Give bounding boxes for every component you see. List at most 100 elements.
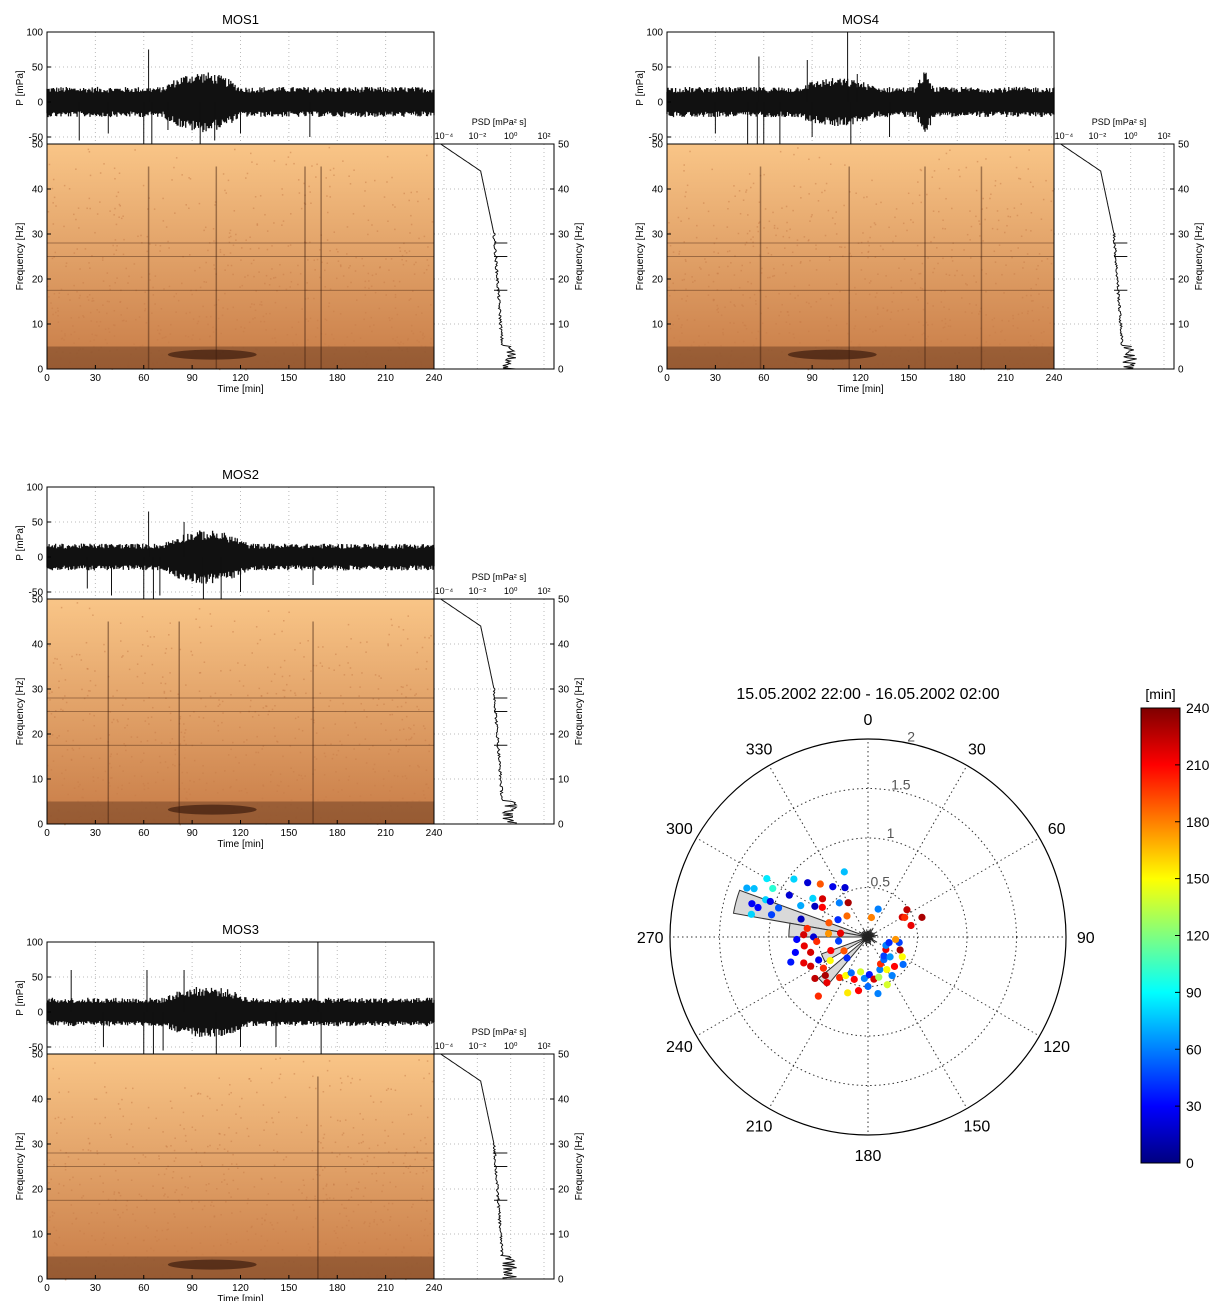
spectrogram-noise: [139, 816, 142, 819]
spectrogram-noise: [323, 343, 326, 345]
spectrogram-noise: [402, 728, 405, 730]
spectrogram-noise: [232, 273, 234, 276]
spectrogram-noise: [190, 1276, 193, 1279]
spectrogram-noise: [255, 626, 258, 628]
spectrogram-noise: [295, 816, 297, 818]
spectrogram-noise: [430, 634, 432, 637]
spectrogram-noise: [58, 810, 60, 812]
spectrogram-noise: [265, 329, 267, 331]
spectrogram-noise: [907, 350, 910, 352]
spectrogram-noise: [297, 716, 300, 718]
spectrogram-noise: [362, 1118, 364, 1120]
spectrogram-noise: [874, 256, 877, 259]
spectrogram-noise: [279, 773, 282, 775]
spectrogram-noise: [91, 333, 93, 336]
spectrogram-noise: [222, 307, 224, 309]
spectrogram-noise: [194, 269, 196, 272]
spectrogram-noise: [728, 250, 731, 252]
spectrogram-noise: [85, 641, 88, 644]
spectrogram-noise: [361, 257, 363, 260]
spectrogram-noise: [171, 1107, 173, 1109]
spectrogram-noise: [281, 630, 283, 633]
spectrogram-noise: [86, 667, 89, 670]
spectrogram-noise: [192, 1207, 194, 1210]
spectrogram-noise: [217, 299, 220, 301]
spectrogram-noise: [294, 649, 296, 651]
polar-data-point: [803, 924, 811, 933]
spectrogram-noise: [276, 741, 279, 743]
psd-ytick-label: 10: [558, 320, 570, 331]
polar-data-point: [825, 919, 833, 927]
spectrogram-noise: [89, 690, 91, 692]
spectrogram-noise: [162, 1187, 164, 1189]
spectrogram-noise: [729, 322, 731, 324]
polar-angle-gridline: [768, 765, 869, 938]
spectrogram-noise: [94, 1239, 96, 1242]
spectrogram-noise: [396, 775, 399, 778]
spectrogram-noise: [350, 332, 353, 335]
spectrogram-noise: [270, 1276, 273, 1279]
spectrogram-noise: [1017, 247, 1019, 249]
spectrogram-noise: [985, 314, 987, 316]
polar-data-point: [785, 891, 793, 899]
spectrogram-noise: [335, 248, 338, 251]
spectrogram-noise: [370, 285, 373, 288]
spectrogram-noise: [364, 1241, 366, 1244]
spectrogram-noise: [886, 309, 889, 311]
spectrogram-noise: [693, 319, 696, 321]
spectrogram-noise: [898, 355, 900, 357]
spectrogram-noise: [301, 357, 304, 360]
spectrogram-noise: [69, 299, 71, 301]
spectrogram-noise: [64, 1168, 67, 1171]
spectrogram-noise: [387, 1087, 390, 1090]
spectrogram-noise: [146, 1250, 148, 1252]
spectrogram-noise: [233, 210, 236, 212]
spectrogram-noise: [102, 304, 104, 306]
spectrogram-noise: [794, 297, 796, 299]
spectrogram-xtick-label: 150: [281, 1283, 298, 1294]
spectrogram-noise: [427, 198, 430, 200]
spectrogram-noise: [116, 753, 118, 755]
spectrogram-noise: [863, 196, 865, 199]
spectrogram-noise: [402, 797, 404, 800]
spectrogram-noise: [985, 158, 987, 160]
spectrogram-noise: [926, 193, 928, 196]
spectrogram-noise: [322, 646, 324, 648]
spectrogram-noise: [970, 257, 972, 259]
spectrogram-noise: [678, 250, 681, 253]
spectrogram-noise: [273, 222, 275, 224]
spectrogram-noise: [826, 360, 828, 363]
spectrogram-noise: [56, 1270, 59, 1272]
spectrogram-noise: [815, 269, 818, 271]
waveform-ytick-label: -50: [29, 1043, 44, 1054]
spectrogram-noise: [718, 266, 721, 268]
spectrogram-noise: [177, 693, 179, 696]
spectrogram-noise: [175, 157, 178, 159]
spectrogram-noise: [751, 331, 753, 334]
spectrogram-noise: [396, 706, 399, 708]
spectrogram-noise: [752, 241, 754, 244]
spectrogram-noise: [975, 189, 978, 192]
spectrogram-noise: [712, 299, 715, 302]
spectrogram-noise: [1000, 331, 1002, 333]
psd-xtick-label: 10⁻⁴: [435, 131, 454, 141]
spectrogram-noise: [390, 805, 392, 807]
spectrogram-noise: [381, 1190, 383, 1193]
polar-data-point: [883, 981, 891, 989]
spectrogram-noise: [668, 286, 670, 289]
spectrogram-noise: [398, 246, 401, 249]
spectrogram-noise: [175, 1157, 177, 1159]
spectrogram-noise: [755, 303, 757, 305]
spectrogram-xtick-label: 240: [426, 373, 443, 384]
spectrogram-noise: [99, 320, 102, 323]
spectrogram-noise: [1022, 362, 1025, 365]
spectrogram-noise: [278, 285, 281, 288]
spectrogram-noise: [186, 1226, 189, 1229]
spectrogram-noise: [117, 1225, 119, 1227]
spectrogram-noise: [394, 1271, 396, 1274]
spectrogram-noise: [426, 154, 428, 157]
spectrogram-noise: [198, 778, 201, 781]
spectrogram-noise: [67, 730, 69, 732]
spectrogram-noise: [237, 662, 239, 664]
spectrogram-noise: [426, 1234, 429, 1237]
